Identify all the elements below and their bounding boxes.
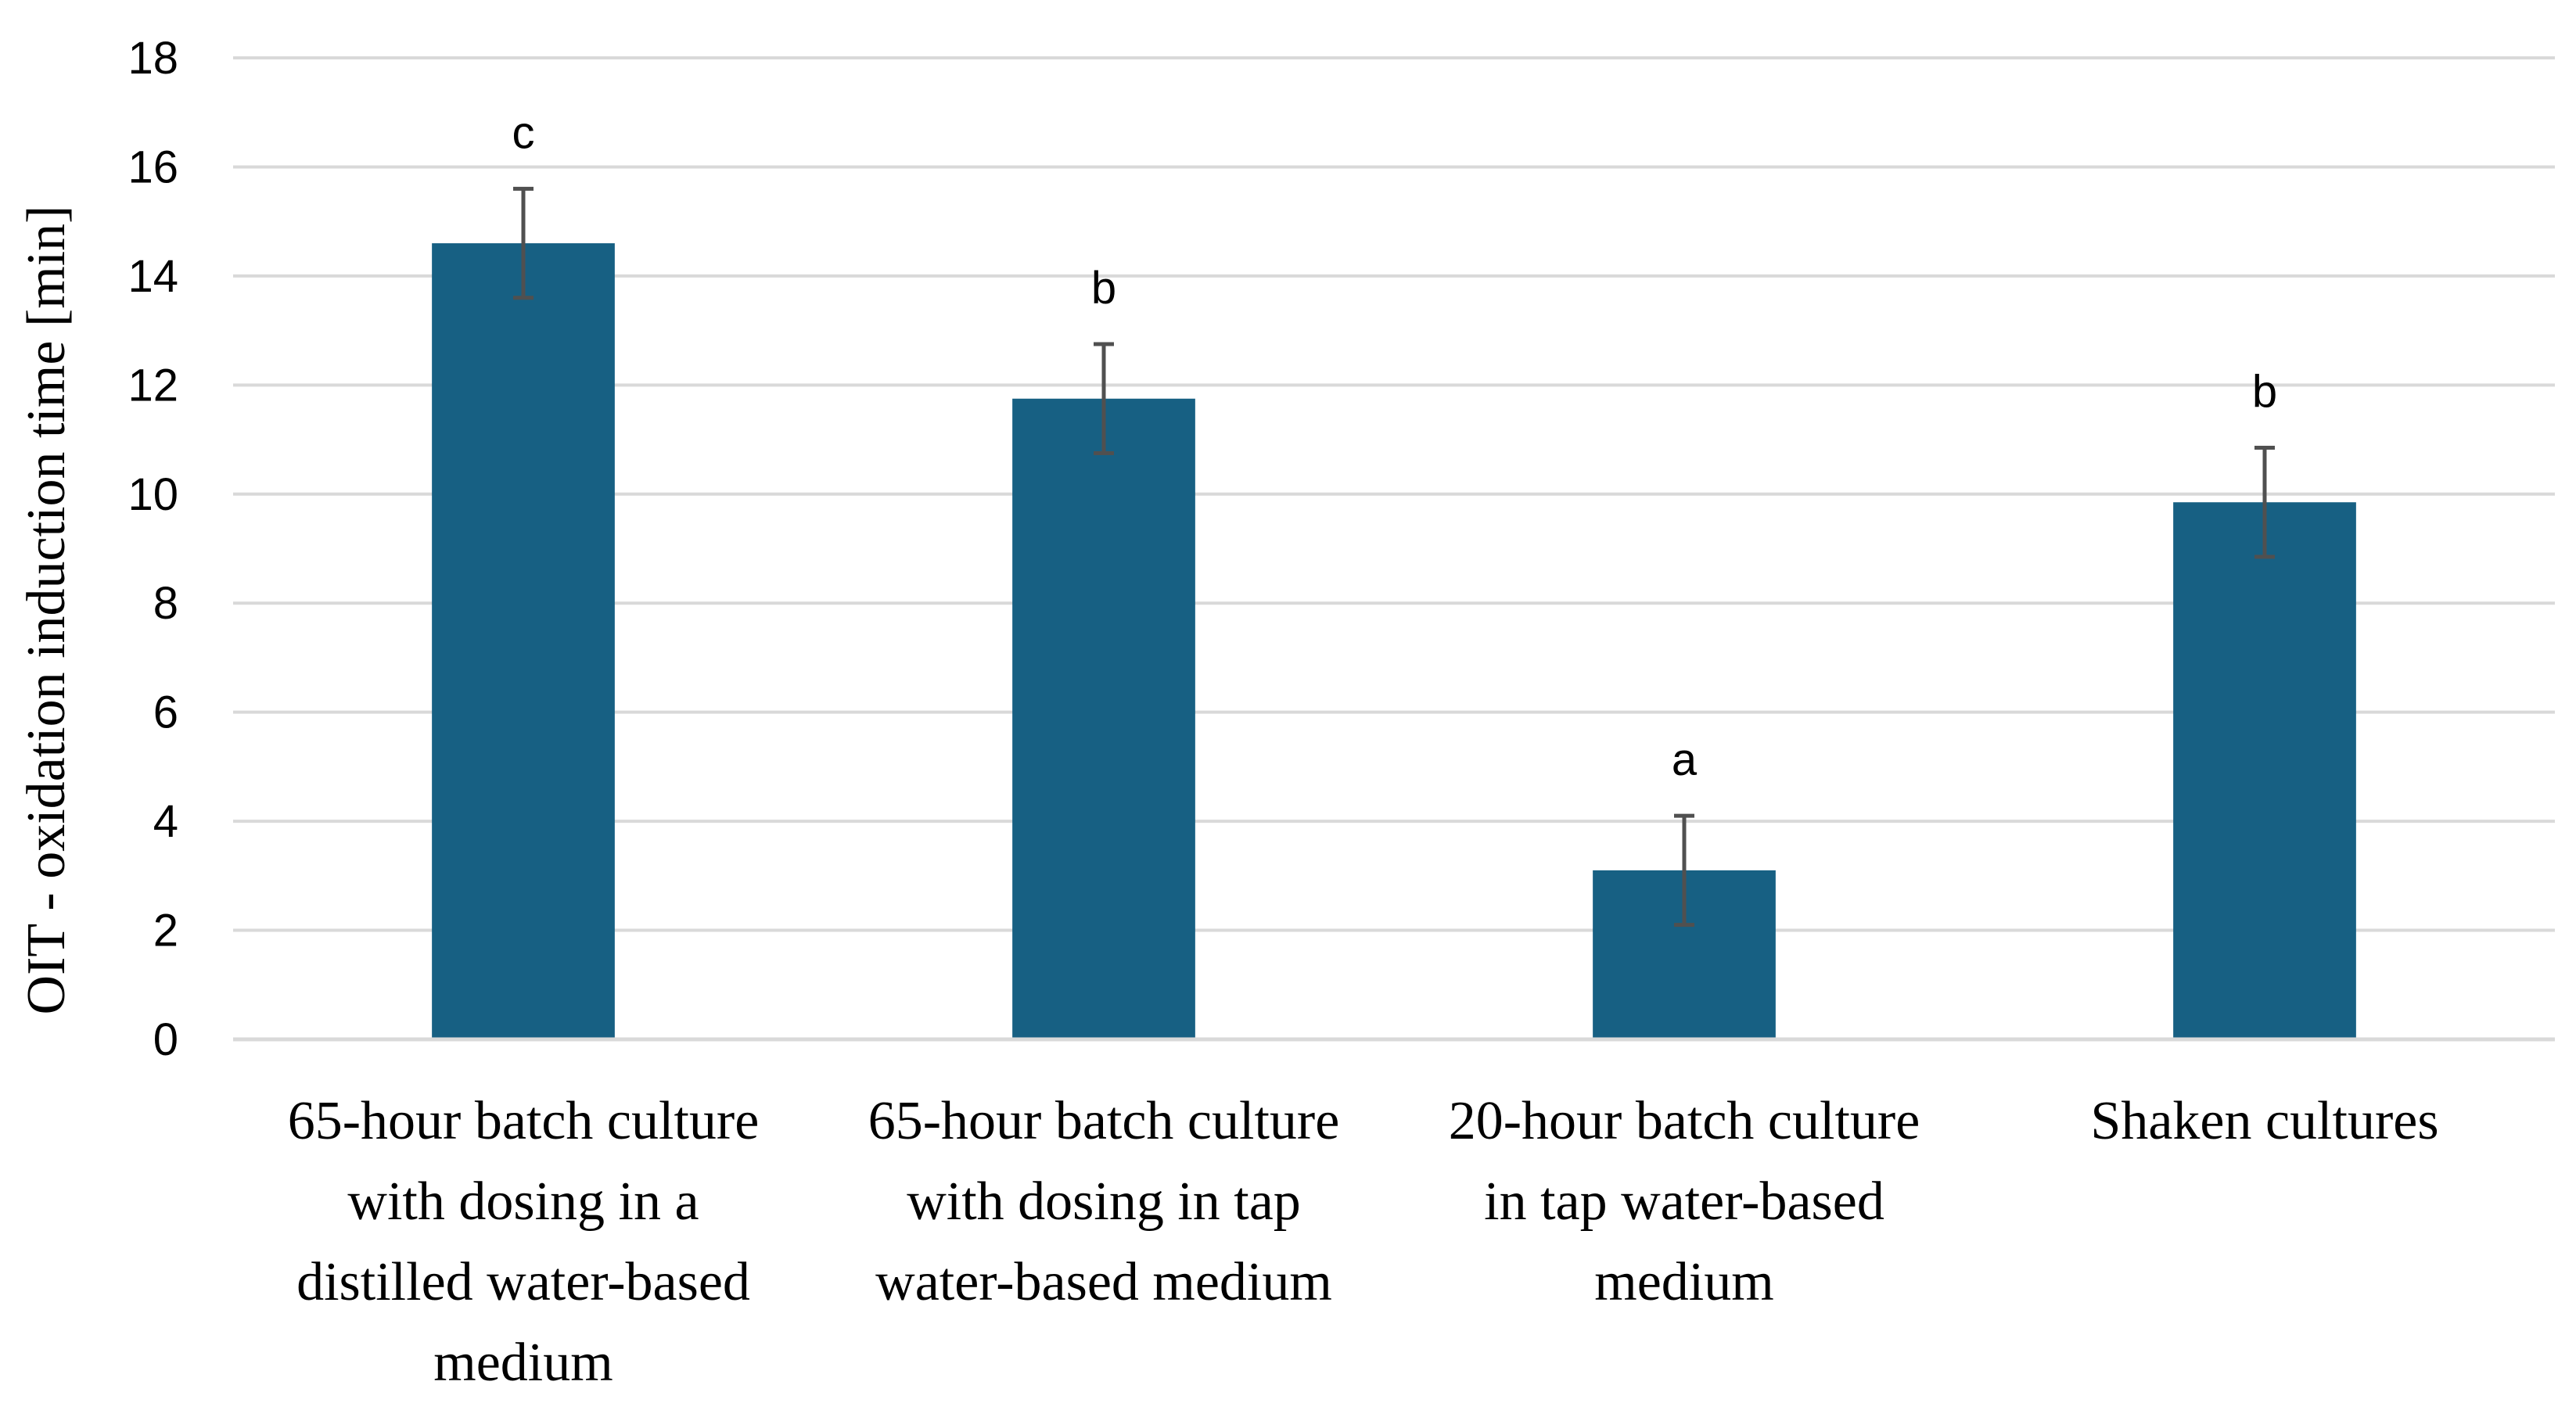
y-tick-label: 0 [153, 1014, 178, 1065]
category-label-line: distilled water-based [296, 1252, 750, 1312]
y-tick-label: 12 [128, 360, 178, 411]
y-tick-label: 16 [128, 142, 178, 192]
category-label-line: in tap water-based [1484, 1172, 1884, 1232]
significance-letter: c [512, 107, 535, 158]
y-tick-labels: 0 2 4 6 8 10 12 14 16 18 [128, 33, 178, 1065]
error-bar [2254, 446, 2275, 559]
y-tick-label: 10 [128, 469, 178, 520]
y-tick-label: 2 [153, 906, 178, 956]
y-axis-title: OIT - oxidation induction time [min] [16, 206, 77, 1015]
error-bar [1674, 813, 1694, 928]
bar [2173, 502, 2356, 1039]
bars [432, 243, 2356, 1039]
y-tick-label: 4 [153, 796, 178, 847]
category-label-line: with dosing in tap [907, 1172, 1301, 1232]
y-tick-label: 6 [153, 687, 178, 738]
gridlines [233, 56, 2555, 932]
error-bars [513, 186, 2275, 928]
category-label-line: Shaken cultures [2090, 1091, 2438, 1151]
category-label: Shaken cultures [2090, 1091, 2438, 1151]
category-label-line: medium [433, 1333, 613, 1393]
significance-letter: a [1672, 734, 1698, 785]
y-tick-label: 18 [128, 33, 178, 84]
bar [1012, 398, 1195, 1039]
error-bar [1094, 342, 1114, 455]
category-label-line: 20-hour batch culture [1449, 1091, 1920, 1151]
significance-letter: b [2252, 367, 2277, 418]
category-label-line: 65-hour batch culture [288, 1091, 760, 1151]
error-bar [513, 186, 534, 300]
category-labels: 65-hour batch culture with dosing in a dis… [288, 1091, 2439, 1393]
category-label-line: water-based medium [875, 1252, 1332, 1312]
significance-labels: c b a b [512, 107, 2278, 785]
y-tick-label: 8 [153, 578, 178, 629]
bar [432, 243, 615, 1039]
significance-letter: b [1091, 263, 1116, 314]
category-label-line: 65-hour batch culture [868, 1091, 1340, 1151]
category-label: 65-hour batch culture with dosing in tap w… [868, 1091, 1340, 1312]
category-label-line: with dosing in a [347, 1172, 699, 1232]
category-label-line: medium [1594, 1252, 1773, 1312]
category-label: 65-hour batch culture with dosing in a dis… [288, 1091, 760, 1393]
y-tick-label: 14 [128, 251, 178, 302]
category-label: 20-hour batch culture in tap water-based m… [1449, 1091, 1920, 1312]
